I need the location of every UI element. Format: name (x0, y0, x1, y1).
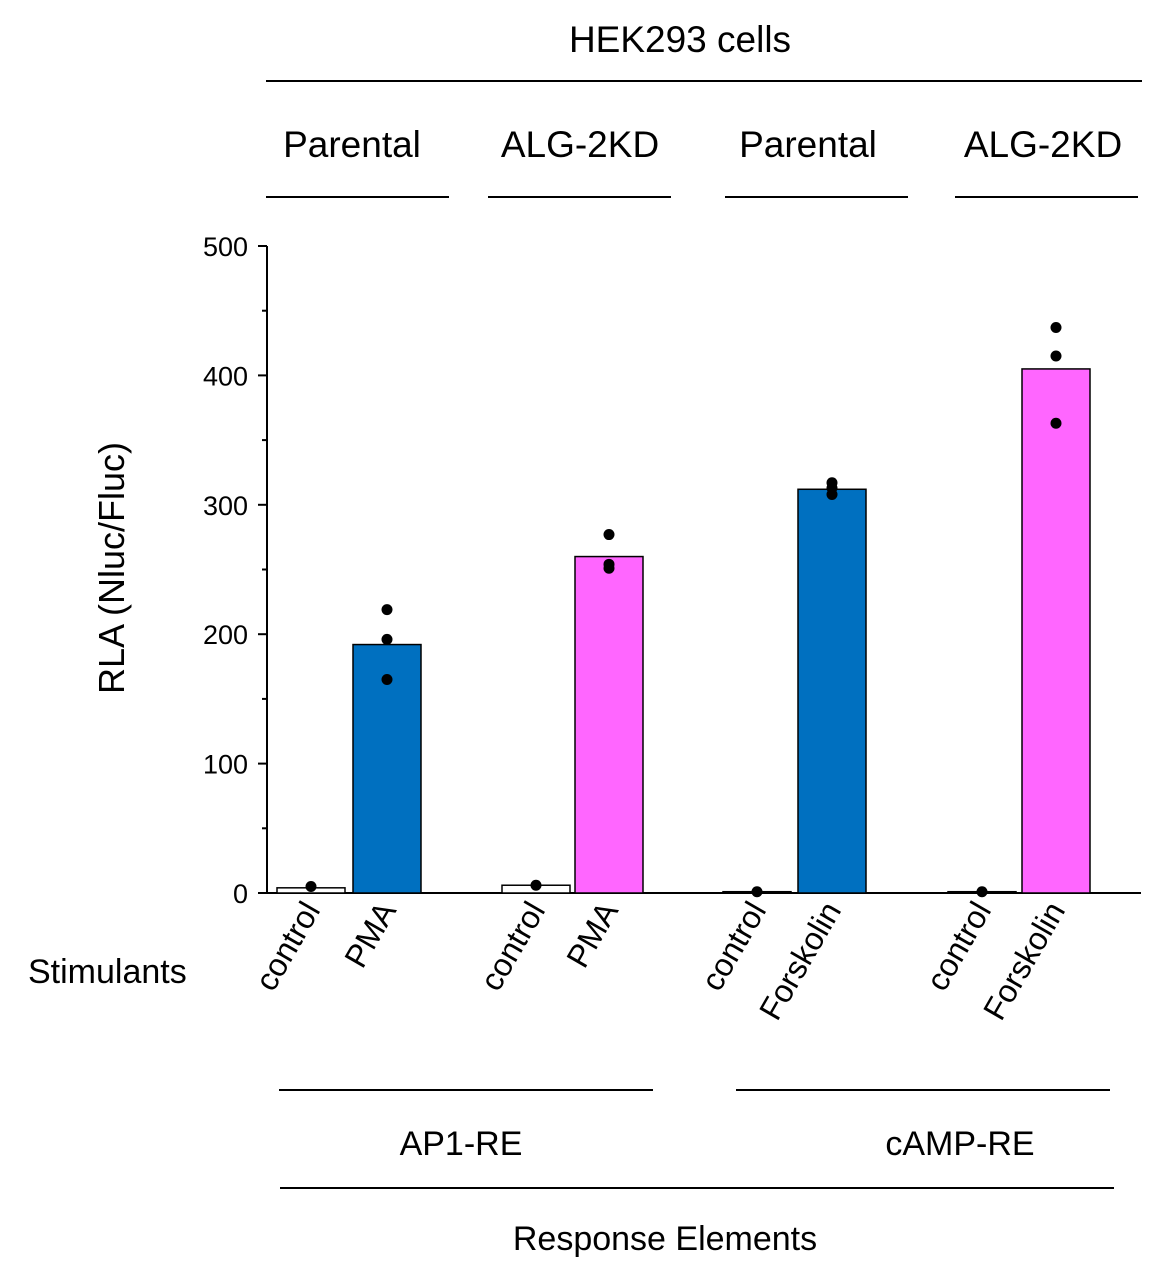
data-point (826, 488, 838, 500)
data-point (603, 529, 615, 541)
cell-line-label: Parental (739, 124, 877, 165)
y-tick-label: 200 (203, 620, 248, 650)
y-ticks: 0 100 200 300 400 500 (203, 232, 267, 909)
bar (797, 488, 867, 894)
data-point (381, 604, 393, 616)
cell-line-label: ALG-2KD (501, 124, 659, 165)
y-tick-label: 300 (203, 491, 248, 521)
category-label: PMA (559, 895, 625, 974)
bars (276, 368, 1091, 894)
data-point (976, 886, 988, 898)
y-tick-label: 100 (203, 750, 248, 780)
cell-line-label: Parental (283, 124, 421, 165)
data-point (381, 633, 393, 645)
x-axis-label: Response Elements (513, 1220, 817, 1258)
y-tick-label: 500 (203, 232, 248, 262)
category-label: control (694, 896, 773, 997)
y-axis-label: RLA (Nluc/Fluc) (91, 442, 132, 694)
data-point (1050, 417, 1062, 429)
bar (352, 643, 422, 894)
bar (574, 555, 644, 894)
data-point (381, 673, 393, 685)
data-point (751, 886, 763, 898)
y-tick-label: 400 (203, 361, 248, 391)
data-point (1050, 322, 1062, 334)
response-element-label: AP1-RE (400, 1125, 523, 1163)
data-point (530, 879, 542, 891)
category-label: control (919, 896, 998, 997)
header-title: HEK293 cells (569, 19, 791, 60)
category-label: PMA (337, 895, 403, 974)
y-tick-label: 0 (233, 879, 248, 909)
category-label: control (473, 896, 552, 997)
data-point (603, 562, 615, 574)
stimulants-label: Stimulants (28, 953, 187, 991)
data-points (305, 322, 1062, 898)
bar (1021, 368, 1091, 894)
data-point (1050, 350, 1062, 362)
response-element-label: cAMP-RE (885, 1125, 1034, 1163)
data-point (305, 881, 317, 893)
category-label: control (248, 896, 327, 997)
cell-line-label: ALG-2KD (964, 124, 1122, 165)
